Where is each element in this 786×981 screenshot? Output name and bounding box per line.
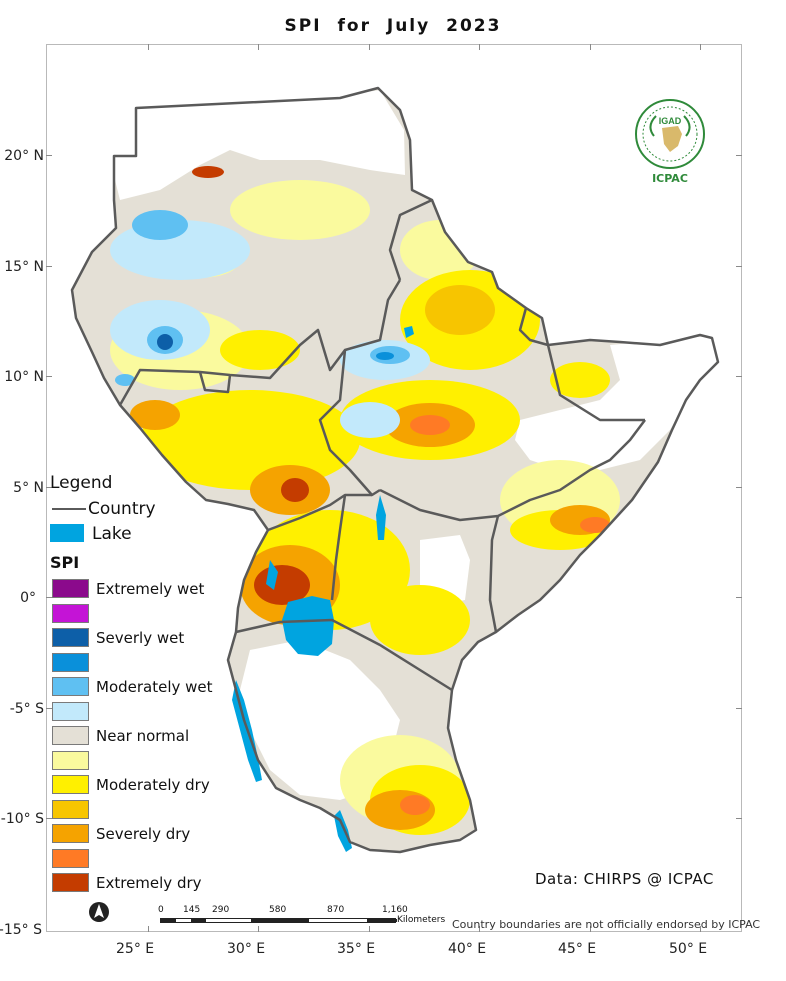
region-no-data-somalia: [515, 335, 718, 470]
legend-country-label: Country: [88, 499, 156, 519]
border-djibouti-eritrea: [518, 307, 549, 347]
spi-swatch: [52, 702, 89, 721]
legend-spi-title: SPI: [50, 553, 80, 572]
spi-swatch: [52, 824, 89, 843]
spi-swatch: [52, 604, 89, 623]
spi-swatch: [52, 653, 89, 672]
spi-swatch: [52, 726, 89, 745]
border-sudan-chad-inner: [198, 371, 232, 394]
spi-label: Moderately wet: [96, 678, 213, 696]
logo-text: IGAD: [659, 116, 682, 126]
outer-border: [70, 86, 720, 854]
spi-swatch: [52, 628, 89, 647]
spi-swatch: [52, 775, 89, 794]
border-sudan-south: [118, 279, 402, 406]
border-sudan-ethiopia: [388, 198, 433, 281]
spi-label: Severly wet: [96, 629, 185, 647]
logo-caption: ICPAC: [652, 172, 688, 185]
border-tanzania-north: [235, 618, 453, 692]
legend-lake-label: Lake: [92, 524, 132, 544]
lon-label-50e: 50° E: [669, 941, 708, 957]
lat-label-5s: -5° S: [9, 701, 44, 717]
lake-turkana: [376, 495, 386, 540]
scale-tick-145: 145: [183, 905, 201, 915]
lake-albert: [266, 560, 278, 590]
lon-label-35e: 35° E: [337, 941, 376, 957]
border-kenya-somalia: [488, 515, 500, 633]
spi-swatch: [52, 677, 89, 696]
lon-label-25e: 25° E: [116, 941, 155, 957]
lat-label-15n: 15° N: [4, 259, 44, 275]
spi-swatch: [52, 751, 89, 770]
lon-label-40e: 40° E: [448, 941, 487, 957]
north-arrow-icon: [89, 902, 109, 922]
lat-label-15s: -15° S: [0, 922, 42, 938]
data-credit: Data: CHIRPS @ ICPAC: [535, 870, 714, 888]
border-ssudan-uganda: [267, 493, 372, 532]
spi-label: Extremely dry: [96, 874, 202, 892]
scale-tick-580: 580: [269, 905, 287, 915]
border-ethiopia-somalia: [546, 344, 645, 422]
scale-tick-290: 290: [212, 905, 230, 915]
spi-label: Near normal: [96, 727, 190, 745]
scale-unit: Kilometers: [397, 915, 446, 925]
legend-lake-swatch: [50, 524, 84, 542]
spi-swatch: [52, 873, 89, 892]
scale-tick-0: 0: [158, 905, 164, 915]
spi-label: Extremely wet: [96, 580, 205, 598]
lat-label-5n: 5° N: [13, 480, 44, 496]
scale-bar: [160, 918, 397, 923]
spi-label: Moderately dry: [96, 776, 210, 794]
region-land: [72, 88, 718, 852]
igad-logo: IGAD: [635, 99, 705, 169]
spi-label: Severely dry: [96, 825, 191, 843]
lat-label-10n: 10° N: [4, 369, 44, 385]
scale-tick-870: 870: [327, 905, 345, 915]
legend-country-line: [52, 508, 86, 510]
lon-label-45e: 45° E: [558, 941, 597, 957]
region-no-data-north: [110, 90, 405, 200]
lake-victoria: [282, 596, 334, 656]
lat-label-20n: 20° N: [4, 148, 44, 164]
border-ethiopia-kenya: [379, 419, 646, 522]
spi-swatch: [52, 579, 89, 598]
scale-tick-1160: 1,160: [382, 905, 408, 915]
disclaimer: Country boundaries are not officially en…: [452, 918, 761, 931]
border-uganda-kenya: [330, 494, 347, 601]
legend-title: Legend: [50, 473, 113, 493]
spi-swatch: [52, 849, 89, 868]
map-title: SPI for July 2023: [284, 16, 502, 36]
lon-label-30e: 30° E: [227, 941, 266, 957]
lat-label-10s: -10° S: [0, 811, 44, 827]
lake-tana: [404, 326, 414, 338]
lat-label-0: 0°: [20, 590, 36, 606]
spi-swatch: [52, 800, 89, 819]
map-frame: [46, 44, 742, 932]
